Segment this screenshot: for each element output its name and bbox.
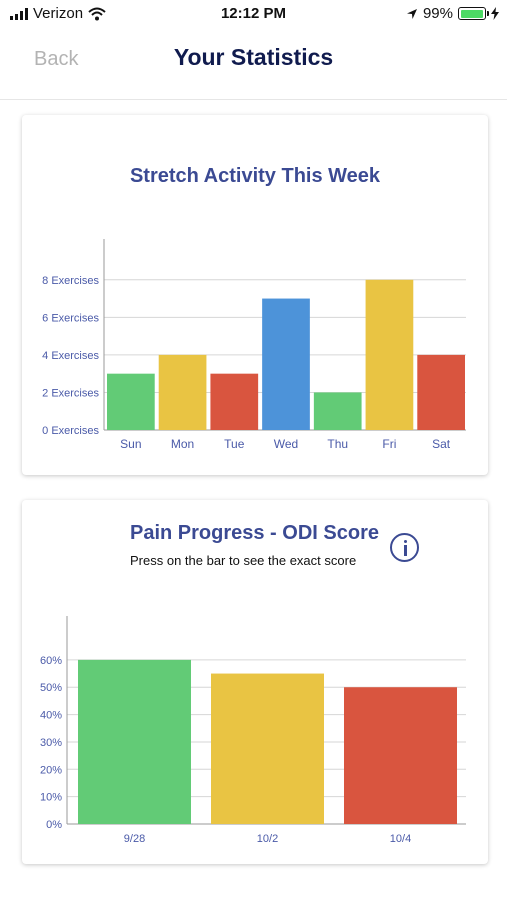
status-bar: Verizon 12:12 PM 99% [0,0,507,28]
x-tick-label: Wed [274,437,298,451]
bar-tue [210,373,259,430]
pain-progress-title: Pain Progress - ODI Score [130,522,379,544]
y-tick-label: 2 Exercises [42,387,99,399]
charging-bolt-icon [491,7,499,20]
y-tick-label: 30% [40,737,62,749]
back-button[interactable]: Back [34,48,79,70]
x-tick-label: Tue [224,437,245,451]
stretch-activity-card: Stretch Activity This Week 0 Exercises 2 … [22,115,488,475]
y-tick-label: 0 Exercises [42,425,99,437]
bar-sun [107,373,155,430]
y-tick-label: 60% [40,655,62,667]
status-right: 99% [406,5,499,22]
x-tick-label: 10/2 [257,833,278,845]
pain-progress-card: Pain Progress - ODI Score Press on the b… [22,500,488,864]
bar-wed [262,298,310,430]
location-arrow-icon [406,8,417,19]
wifi-icon [88,7,106,20]
bar-10-4[interactable] [344,687,457,824]
pain-progress-subtitle: Press on the bar to see the exact score [130,553,357,568]
page-title: Your Statistics [173,44,334,70]
bar-sat [417,354,465,430]
x-tick-label: 10/4 [390,833,411,845]
x-tick-label: 9/28 [124,833,145,845]
stretch-activity-title: Stretch Activity This Week [129,165,381,187]
bar-mon [158,354,207,430]
bar-9-28[interactable] [78,659,191,824]
x-tick-label: Sat [432,437,451,451]
y-tick-label: 10% [40,792,62,804]
clock: 12:12 PM [220,5,287,22]
x-tick-label: Sun [120,437,141,451]
x-tick-label: Thu [327,437,348,451]
signal-icon [10,7,28,20]
pain-progress-chart: 0% 10% 20% 30% 40% 50% 60% 9/28 10/2 10/4 [40,616,466,845]
status-left: Verizon [10,5,106,22]
y-tick-label: 40% [40,710,62,722]
bar-fri [365,279,414,430]
y-tick-label: 50% [40,682,62,694]
y-tick-label: 20% [40,764,62,776]
y-tick-label: 6 Exercises [42,312,99,324]
x-tick-label: Mon [171,437,194,451]
y-tick-label: 8 Exercises [42,275,99,287]
battery-percent: 99% [422,5,453,22]
bar-10-2[interactable] [211,673,324,824]
x-tick-label: Fri [382,437,396,451]
y-tick-label: 4 Exercises [42,350,99,362]
info-icon[interactable] [390,533,419,562]
y-tick-label: 0% [46,819,62,831]
carrier-label: Verizon [33,5,84,22]
stretch-activity-chart: 0 Exercises 2 Exercises 4 Exercises 6 Exerc… [42,239,466,451]
navigation-bar: Back Your Statistics [0,28,507,100]
battery-icon [458,7,489,20]
bar-thu [313,392,362,430]
